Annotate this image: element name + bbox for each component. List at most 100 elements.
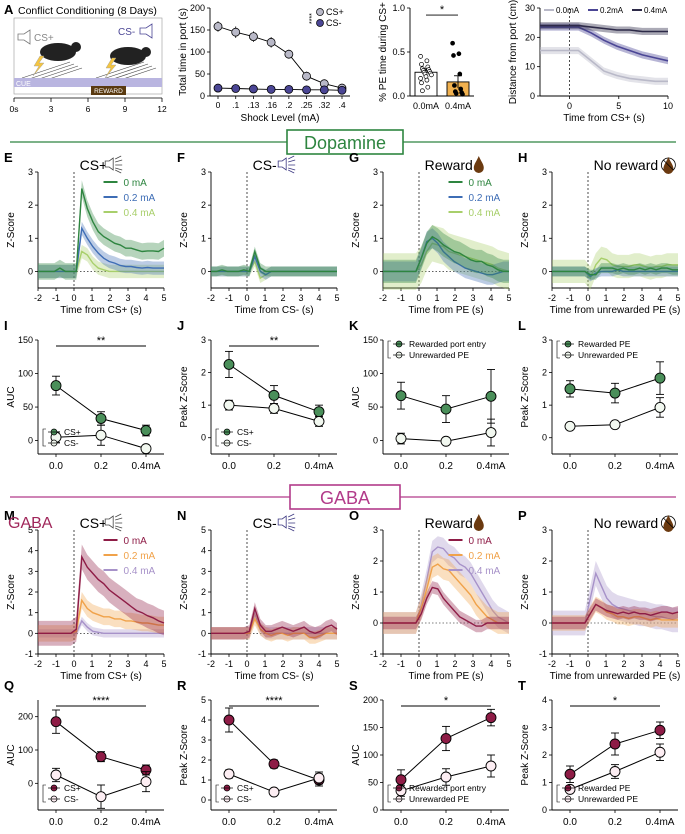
x-tick-label: 4 [657, 293, 662, 303]
data-point [418, 54, 423, 59]
data-point [302, 71, 311, 81]
series-line [38, 188, 165, 273]
y-tick-label: 2 [201, 587, 206, 597]
x-tick-label: 1 [434, 293, 439, 303]
x-tick-label: 5 [161, 293, 166, 303]
data-point [453, 91, 459, 96]
legend-bracket [387, 340, 391, 359]
panel-j: J 0 1 2 3 Peak Z-Score 0.0 0.2 0.4mA ** CS+CS- [177, 318, 337, 472]
y-tick-label: 0.5 [392, 47, 405, 57]
x-tick-label: 0.0 [222, 461, 236, 472]
legend-bracket [215, 784, 219, 803]
legend-label: Unrewarded PE [409, 350, 469, 360]
legend-label: CS+ [326, 7, 344, 17]
gaba-banner: GABA [10, 484, 676, 510]
x-tick-label: 2 [107, 293, 112, 303]
x-tick-label: 0.0 [394, 817, 408, 828]
x-tick-label: 3 [470, 659, 475, 669]
y-tick-label: 50 [23, 402, 33, 412]
y-axis-label: Z-Score [351, 212, 362, 248]
y-axis-label: Peak Z-Score [179, 724, 190, 786]
error-band [552, 596, 678, 631]
cs-minus-speaker-icon [277, 155, 296, 174]
panel-r: R 0 1 2 3 4 5 Peak Z-Score 0.0 0.2 0.4mA **** CS+CS- [177, 678, 337, 828]
error-band [211, 612, 337, 644]
series-line [228, 719, 320, 781]
legend-label: CS- [64, 438, 79, 448]
x-tick-label: 0.0 [563, 817, 577, 828]
x-tick-label: -2 [548, 293, 556, 303]
panel-letter: P [518, 508, 527, 523]
y-tick-label: 150 [363, 335, 378, 345]
x-tick-label: 1 [89, 659, 94, 669]
legend-label: 0 mA [469, 536, 493, 547]
tick-label: 9 [123, 104, 128, 114]
reward-drop-icon [473, 514, 484, 531]
significance-label: ** [97, 335, 106, 347]
legend-label: CS- [237, 438, 252, 448]
y-axis-label: % PE time during CS+ [378, 2, 389, 102]
data-point [231, 84, 241, 93]
legend-label: CS+ [64, 783, 81, 793]
y-tick-label: 3 [542, 723, 547, 733]
y-tick-label: 2 [28, 200, 33, 210]
x-axis-label: Time from CS+ (s) [60, 305, 142, 316]
y-axis-label: Total time in port (s) [178, 8, 189, 96]
x-tick-label: 0.4mA [305, 817, 334, 828]
y-tick-label: 30 [525, 3, 535, 13]
legend-label: CS- [326, 18, 342, 28]
y-tick-label: 0 [28, 778, 33, 788]
series-line [211, 605, 338, 635]
y-tick-label: 0 [28, 266, 33, 276]
data-point [213, 22, 223, 31]
panel-f: F 0 1 2 3 Z-Score Time from CS- (s) -2 -1 0 1 2 3 4 5 C… [177, 150, 340, 316]
legend-label: CS- [237, 794, 252, 804]
panel-k: K 0 50 100 150 AUC 0.0 0.2 0.4mA Rewarded port en… [349, 318, 509, 472]
x-tick-label: 5 [161, 659, 166, 669]
gaba-label: GABA [8, 515, 53, 532]
legend-label: Unrewarded PE [578, 350, 638, 360]
y-tick-label: 100 [190, 47, 205, 57]
panel-letter: A [4, 2, 14, 17]
y-axis-label: Peak Z-Score [179, 366, 190, 428]
data-point [425, 84, 431, 90]
y-tick-label: 2 [201, 200, 206, 210]
y-tick-label: 3 [201, 335, 206, 345]
y-tick-label: 0 [530, 91, 535, 101]
legend-label: 0.4mA [644, 6, 668, 15]
error-band [211, 602, 337, 640]
legend-bracket [556, 784, 560, 803]
data-point [564, 383, 576, 395]
y-axis-label: Z-Score [6, 574, 17, 610]
panel-g: G 0 1 2 3 Z-Score Time from PE (s) -2 -1 0 1 2 3 4 5 Re… [349, 150, 512, 316]
panel-i: I 0 50 100 150 AUC 0.0 0.2 0.4mA ** CS+CS- [4, 318, 164, 472]
y-tick-label: 10 [525, 62, 535, 72]
legend-bracket [215, 428, 219, 447]
y-tick-label: 100 [363, 750, 378, 760]
data-point [223, 714, 235, 726]
data-point [460, 91, 465, 97]
x-tick-label: 0.2 [608, 461, 622, 472]
x-tick-label: 0.2 [94, 461, 108, 472]
y-axis-label: Peak Z-Score [520, 724, 531, 786]
y-axis-label: AUC [351, 386, 362, 407]
y-tick-label: 3 [542, 335, 547, 345]
y-tick-label: 200 [190, 3, 205, 13]
data-point [337, 85, 347, 95]
data-point [395, 390, 407, 402]
error-band [383, 228, 509, 285]
x-tick-label: 4 [488, 659, 493, 669]
x-tick-label: -2 [34, 659, 42, 669]
x-tick-label: 1 [262, 659, 267, 669]
panel-letter: N [177, 508, 186, 523]
y-tick-label: 0 [373, 436, 378, 446]
legend-label: 0 mA [124, 536, 148, 547]
series-line [540, 24, 668, 33]
y-tick-label: 2 [201, 368, 206, 378]
y-tick-label: 0 [373, 618, 378, 628]
data-point [249, 84, 258, 94]
x-tick-label: -1 [225, 659, 233, 669]
x-tick-label: 0 [416, 293, 421, 303]
cs-plus-label: CS+ [34, 33, 54, 44]
data-point [609, 766, 621, 777]
